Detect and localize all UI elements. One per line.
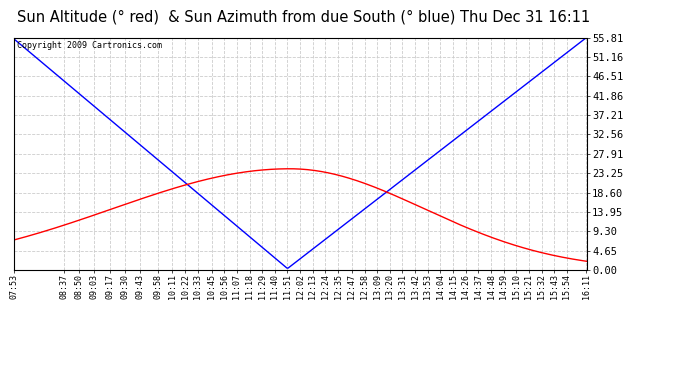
- Text: Sun Altitude (° red)  & Sun Azimuth from due South (° blue) Thu Dec 31 16:11: Sun Altitude (° red) & Sun Azimuth from …: [17, 9, 590, 24]
- Text: Copyright 2009 Cartronics.com: Copyright 2009 Cartronics.com: [17, 41, 161, 50]
